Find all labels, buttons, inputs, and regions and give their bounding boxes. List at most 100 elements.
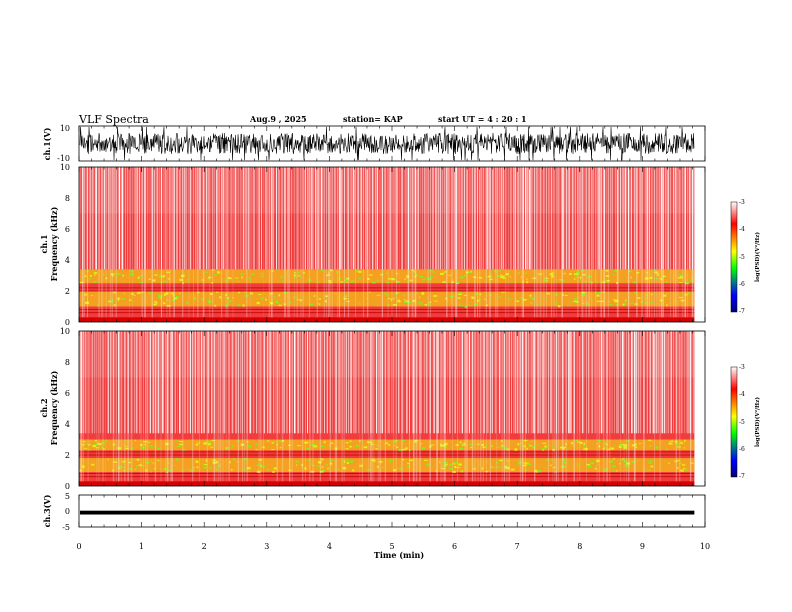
spectrogram-band-cell [409,459,413,461]
spectrogram-streak [583,331,585,434]
spectrogram-streak [266,167,268,270]
spectrogram-band-cell [530,302,532,304]
colorbar-ch2-label: log(PSD)(V²/Hz) [754,397,761,447]
spectrogram-streak [118,331,120,434]
spectrogram-band-cell [306,447,310,450]
spectrogram-band-cell [88,278,92,280]
spectrogram-band-cell [574,302,577,304]
spectrogram-band-cell [196,442,200,444]
spectrogram-streak [607,331,608,434]
spectrogram-streak [622,167,624,270]
spectrogram-streak [579,433,581,482]
spectrogram-streak [113,167,115,270]
spectrogram-streak [606,167,607,270]
spectrogram-band-cell [523,464,527,467]
spectrogram-streak [206,331,208,434]
spectrogram-streak [659,331,661,434]
ch3-wave-ytick-top: 5 [65,492,70,501]
spectrogram-band-cell [503,447,508,450]
spectrogram-streak [371,167,374,270]
spectrogram-streak [452,269,454,318]
spectrogram-streak [331,167,333,270]
spectrogram-streak [679,433,681,482]
spectrogram-streak [421,331,422,434]
spectrogram-streak [633,433,636,482]
spectrogram-band-cell [117,297,121,300]
spectrogram-band-cell [240,443,245,446]
spectrogram-band-cell [687,292,690,295]
spectrogram-band-cell [178,441,183,443]
spectrogram-band-cell [414,275,417,278]
spectrogram-band-cell [321,469,325,472]
spectrogram-band-cell [428,278,432,281]
spectrogram-streak [480,167,483,270]
spectrogram-band-cell [270,302,274,305]
spectrogram-band-cell [493,467,497,469]
spectrogram-band-cell [522,280,524,283]
spectrogram-streak [525,433,526,482]
spectrogram-streak [387,269,389,318]
spectrogram-band-cell [537,444,539,447]
spectrogram-streak [350,167,352,270]
spectrogram-band-cell [624,464,629,467]
spectrogram-streak [596,433,598,482]
spectrogram-streak [651,167,653,270]
spectrogram-streak [511,331,512,434]
spectrogram-band-cell [157,295,161,298]
spectrogram-band-cell [415,439,419,441]
spectrogram-streak [505,269,507,318]
spectrogram-band [79,269,695,284]
spectrogram-band-cell [643,298,646,300]
spectrogram-streak [101,167,103,270]
spectrogram-band-cell [182,281,184,284]
spectrogram-streak [483,331,485,434]
spectrogram-streak [187,331,189,434]
spectrogram-band-cell [500,274,502,276]
spectrogram-streak [225,433,227,482]
spectrogram-streak [291,331,293,434]
spectrogram-band-cell [440,272,444,275]
spectrogram-streak [151,167,153,270]
spectrogram-streak [521,269,523,318]
x-tick-label: 9 [640,542,645,551]
spectrogram-band-cell [227,297,230,299]
spectrogram-band-cell [336,271,338,274]
spectrogram-streak [561,331,564,434]
spectrogram-band-cell [613,299,617,301]
spectrogram-band-cell [477,443,480,445]
spectrogram-band-cell [175,458,179,461]
spectrogram-streak [542,167,545,270]
spectrogram-band-cell [148,292,151,295]
spectrogram-streak [521,331,524,434]
spectrogram-band-cell [444,270,448,273]
spectrogram-band-cell [225,293,227,296]
spectrogram-streak [109,167,111,270]
spectrogram-band-cell [227,277,232,280]
spectrogram-streak [176,167,178,270]
spectrogram-band-cell [88,449,91,451]
ch1-spectrogram [79,167,695,322]
spectrogram-band-cell [284,273,287,276]
spectrogram-streak [379,167,381,270]
spectrogram-streak [479,269,481,318]
spectrogram-streak [190,167,192,270]
spectrogram-band-cell [648,445,652,447]
spectrogram-band-cell [391,277,395,281]
spectrogram-streak [597,167,598,270]
spectrogram-streak [419,331,421,434]
spectrogram-band-cell [214,274,218,276]
spectrogram-band-cell [579,276,582,279]
spectrogram-band-cell [469,304,473,307]
spectrogram-streak [412,331,415,434]
spectrogram-band-cell [162,280,167,283]
spectrogram-band-cell [200,298,204,301]
spectrogram-band-cell [261,275,263,278]
spectrogram-band-cell [393,444,395,446]
spectrogram-streak [352,331,354,434]
spectrogram-band-cell [426,277,430,280]
spectrogram-streak [337,269,339,318]
spectrogram-streak [301,331,304,434]
spectrogram-band-cell [650,293,653,295]
spectrogram-band-cell [90,295,93,297]
spectrogram-band-cell [435,470,438,472]
